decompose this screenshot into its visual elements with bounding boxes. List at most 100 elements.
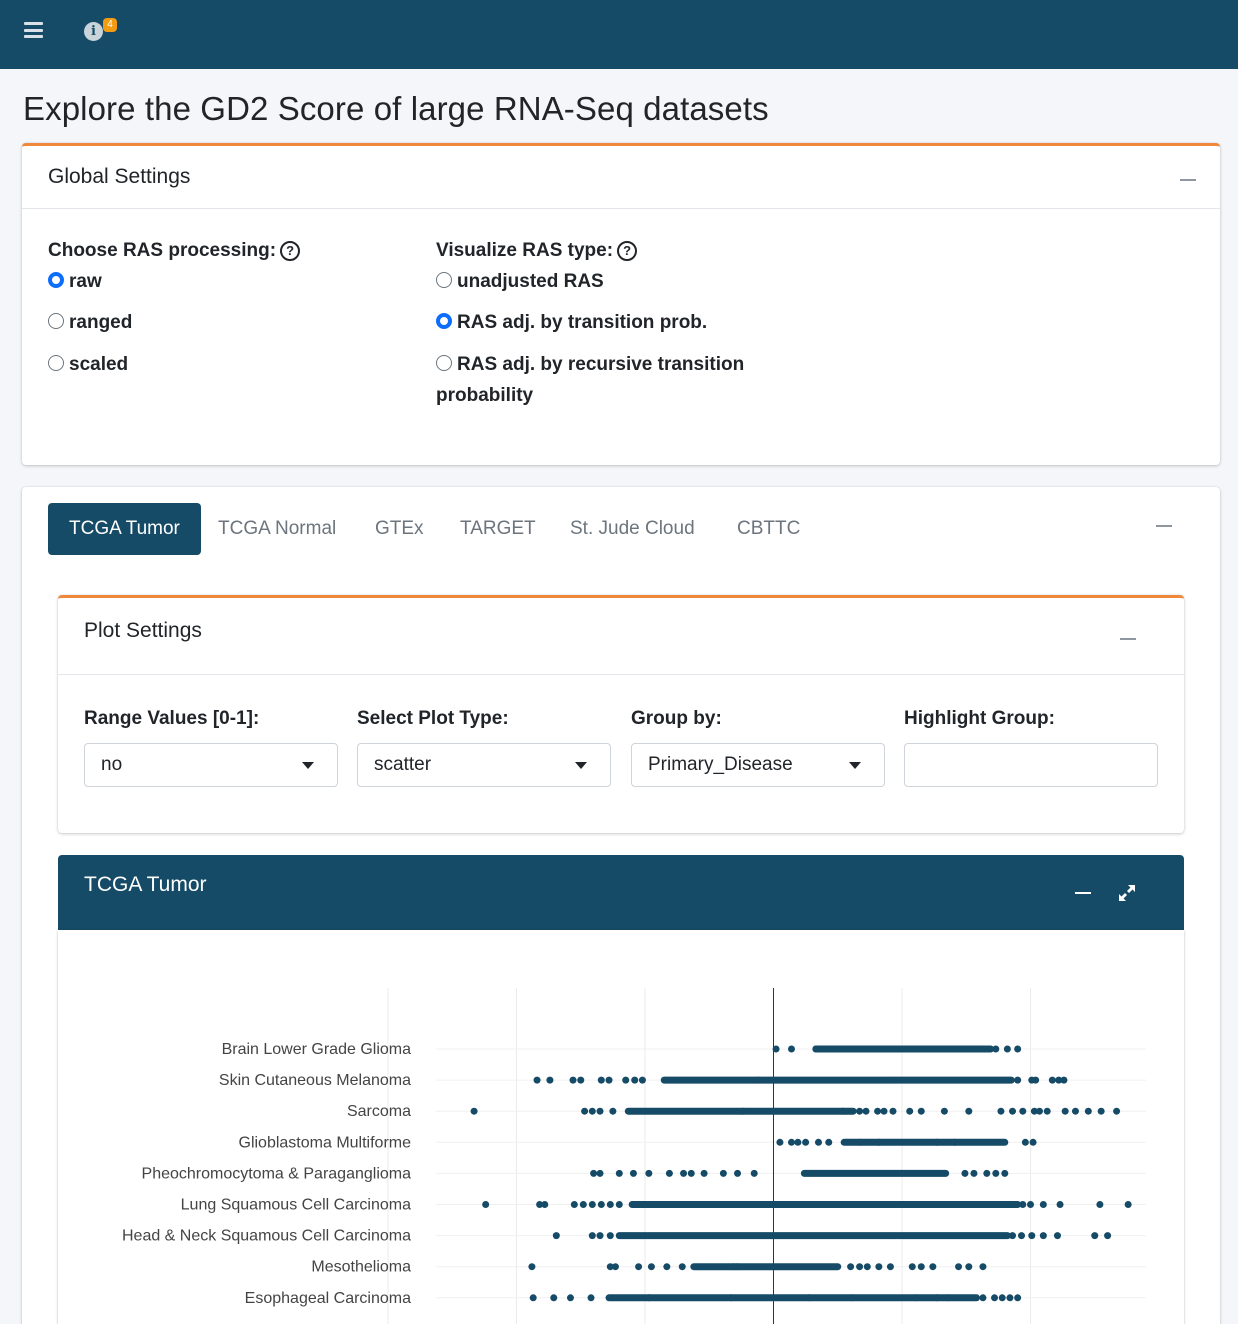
data-point <box>663 1263 671 1271</box>
data-point <box>528 1263 536 1271</box>
data-point <box>812 1045 820 1053</box>
radio-scaled-indicator[interactable] <box>48 355 64 371</box>
data-point <box>821 1045 829 1053</box>
data-point <box>579 1201 587 1208</box>
data-point <box>839 1107 847 1115</box>
radio-raw-label: raw <box>69 271 102 292</box>
radio-ras-transition[interactable]: RAS adj. by transition prob. <box>436 307 707 338</box>
y-tick-label: Esophageal Carcinoma <box>245 1290 411 1307</box>
group-by-select[interactable]: Primary_Disease <box>631 743 885 787</box>
data-point <box>933 1294 941 1302</box>
data-point <box>1097 1107 1105 1115</box>
expand-icon[interactable] <box>1117 883 1137 903</box>
tab-target[interactable]: TARGET <box>460 518 536 539</box>
data-point <box>1032 1076 1040 1084</box>
data-point <box>700 1169 708 1177</box>
data-point <box>825 1138 833 1146</box>
chevron-down-icon <box>849 762 861 769</box>
radio-ranged-indicator[interactable] <box>48 313 64 329</box>
data-point <box>529 1294 537 1302</box>
radio-transition-label: RAS adj. by transition prob. <box>457 312 708 333</box>
tab-tcga-normal[interactable]: TCGA Normal <box>218 518 337 539</box>
data-point <box>1048 1076 1056 1084</box>
data-point <box>606 1232 614 1240</box>
data-point <box>875 1263 883 1271</box>
radio-raw[interactable]: raw <box>48 266 102 297</box>
collapse-tabs-button[interactable] <box>1156 525 1172 527</box>
data-point <box>886 1263 894 1271</box>
y-tick-label: Brain Lower Grade Glioma <box>222 1041 412 1058</box>
data-point <box>597 1201 605 1208</box>
radio-unadjusted-ras[interactable]: unadjusted RAS <box>436 266 604 297</box>
data-point <box>1084 1107 1092 1115</box>
data-point <box>569 1076 577 1084</box>
range-values-select[interactable]: no <box>84 743 338 787</box>
y-tick-label: Sarcoma <box>347 1103 411 1120</box>
tab-gtex[interactable]: GTEx <box>375 518 424 539</box>
tab-cbttc[interactable]: CBTTC <box>737 518 801 539</box>
radio-unadjusted-indicator[interactable] <box>436 272 452 288</box>
data-point <box>606 1201 614 1208</box>
data-point <box>794 1138 802 1146</box>
data-point <box>1029 1138 1037 1146</box>
tab-tcga-tumor[interactable]: TCGA Tumor <box>48 503 201 555</box>
data-point <box>1009 1107 1017 1115</box>
collapse-plot-panel-button[interactable] <box>1075 892 1091 894</box>
data-point <box>687 1169 695 1177</box>
radio-recursive-label-line2: probability <box>436 385 534 406</box>
data-point <box>552 1232 560 1240</box>
data-point <box>889 1107 897 1115</box>
y-tick-label: Mesothelioma <box>311 1259 411 1276</box>
data-point <box>933 1138 941 1146</box>
radio-raw-indicator[interactable] <box>48 272 64 288</box>
radio-ras-recursive[interactable]: RAS adj. by recursive transition probabil… <box>436 349 776 411</box>
plot-type-value: scatter <box>374 754 432 775</box>
data-point <box>570 1201 578 1208</box>
scatter-chart: Brain Lower Grade Glioma Skin Cutaneous M… <box>122 988 1146 1324</box>
data-point <box>917 1263 925 1271</box>
radio-ranged[interactable]: ranged <box>48 307 132 338</box>
data-point <box>802 1138 810 1146</box>
collapse-plot-settings-button[interactable] <box>1120 638 1136 640</box>
data-point <box>596 1169 604 1177</box>
help-icon[interactable]: ? <box>280 241 301 261</box>
help-icon[interactable]: ? <box>617 241 638 261</box>
collapse-global-settings-button[interactable] <box>1180 179 1196 181</box>
data-point <box>541 1201 549 1208</box>
data-point <box>611 1263 619 1271</box>
data-point <box>1006 1294 1014 1302</box>
data-point <box>951 1138 959 1146</box>
data-point <box>1026 1201 1034 1208</box>
radio-recursive-indicator[interactable] <box>436 355 452 371</box>
data-point <box>1061 1107 1069 1115</box>
radio-transition-indicator[interactable] <box>436 313 452 329</box>
notifications-button[interactable]: i 4 <box>84 18 120 44</box>
radio-scaled[interactable]: scaled <box>48 349 128 380</box>
data-point <box>597 1076 605 1084</box>
radio-scaled-label: scaled <box>69 354 129 375</box>
data-point <box>1071 1107 1079 1115</box>
top-navbar: i 4 <box>0 0 1238 69</box>
data-point <box>1019 1201 1027 1208</box>
data-point <box>875 1138 883 1146</box>
range-values-label: Range Values [0-1]: <box>84 708 260 729</box>
radio-ranged-label: ranged <box>69 312 133 333</box>
plot-type-select[interactable]: scatter <box>357 743 611 787</box>
data-point <box>1096 1201 1104 1208</box>
group-by-value: Primary_Disease <box>648 754 793 775</box>
data-point <box>1091 1232 1099 1240</box>
data-point <box>1055 1076 1063 1084</box>
data-point <box>1104 1232 1112 1240</box>
plot-panel-title: TCGA Tumor <box>84 873 207 896</box>
data-point <box>546 1076 554 1084</box>
data-point <box>754 1076 762 1084</box>
highlight-group-input[interactable] <box>904 743 1158 787</box>
data-point <box>856 1138 864 1146</box>
data-point <box>581 1107 589 1115</box>
data-point <box>606 1263 614 1271</box>
data-point <box>992 1045 1000 1053</box>
data-point <box>645 1169 653 1177</box>
tab-st-jude-cloud[interactable]: St. Jude Cloud <box>570 518 695 539</box>
data-point <box>848 1294 856 1302</box>
sidebar-toggle-icon[interactable] <box>24 22 43 38</box>
